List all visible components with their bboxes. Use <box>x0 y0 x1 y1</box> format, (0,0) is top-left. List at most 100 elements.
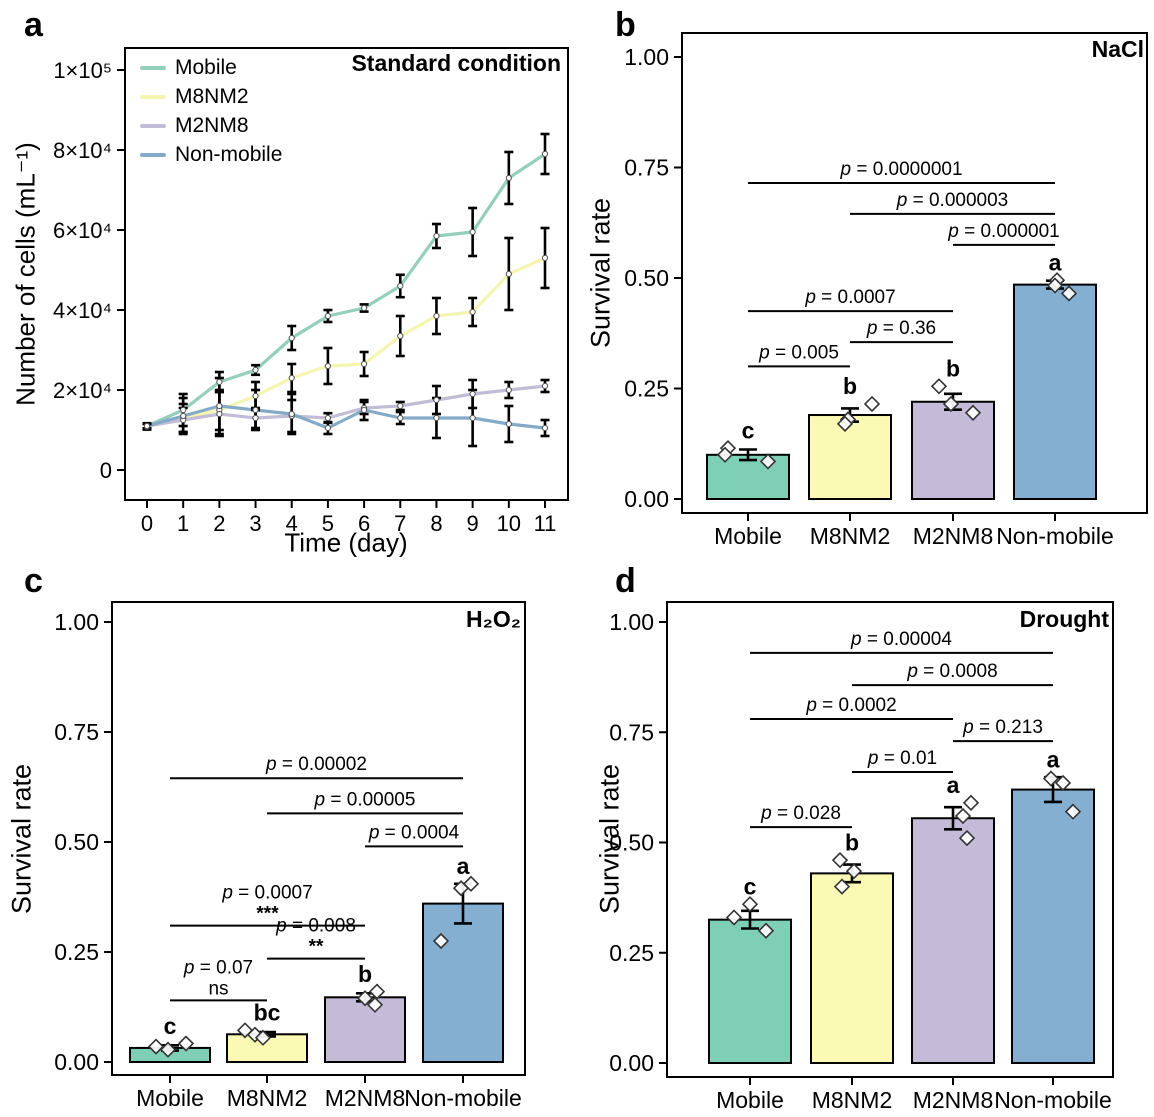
svg-text:0: 0 <box>100 458 112 483</box>
svg-text:0.50: 0.50 <box>609 830 654 856</box>
legend-label: Non-mobile <box>175 143 283 166</box>
svg-text:p = 0.213: p = 0.213 <box>962 717 1043 738</box>
axes: 0.00 0.25 0.50 0.75 1.00 Mobile M8NM2 M2NM8Non-… <box>54 601 526 1111</box>
svg-text:p = 0.0004: p = 0.0004 <box>368 822 460 843</box>
error-bars <box>142 132 550 448</box>
replicate-points <box>725 770 1082 939</box>
panel-b-y-axis-label: Survival rate <box>585 197 616 349</box>
panel-d-drought: 0.00 0.25 0.50 0.75 1.00 Mobile M8NM2 M2NM8 Non-… <box>577 558 1154 1117</box>
panel-b-nacl: 0.00 0.25 0.50 0.75 1.00 Mobile M8NM2 M2NM8 Non-… <box>577 0 1154 558</box>
replicate-points <box>716 272 1078 470</box>
svg-text:1×10⁵: 1×10⁵ <box>53 58 112 83</box>
m2nm8-line-swatch <box>140 124 166 128</box>
panel-a-x-axis-label: Time (day) <box>284 527 408 558</box>
svg-text:6×10⁴: 6×10⁴ <box>53 218 112 243</box>
svg-text:Mobile: Mobile <box>714 523 782 549</box>
svg-text:0.75: 0.75 <box>609 719 654 745</box>
svg-text:p = 0.07: p = 0.07 <box>183 957 253 978</box>
svg-text:0.25: 0.25 <box>624 376 669 402</box>
svg-text:8: 8 <box>430 511 442 536</box>
svg-text:4: 4 <box>286 511 298 536</box>
svg-text:***: *** <box>256 904 279 925</box>
panel-c-h2o2: 0.00 0.25 0.50 0.75 1.00 Mobile M8NM2 M2NM8 Non-… <box>0 558 577 1117</box>
svg-text:p = 0.0000001: p = 0.0000001 <box>839 159 962 180</box>
panel-letter-c: c <box>24 562 43 600</box>
mobile-line-swatch <box>140 66 166 70</box>
svg-text:p = 0.0007: p = 0.0007 <box>804 287 895 308</box>
svg-text:M8NM2: M8NM2 <box>812 1087 893 1113</box>
svg-text:1: 1 <box>177 511 189 536</box>
svg-text:0.00: 0.00 <box>624 486 669 512</box>
svg-text:1.00: 1.00 <box>624 44 669 70</box>
bars <box>706 283 1097 501</box>
svg-text:0.50: 0.50 <box>54 829 99 855</box>
bar-chart-h2o2: 0.00 0.25 0.50 0.75 1.00 Mobile M8NM2 M2NM8Non-… <box>54 601 526 1111</box>
svg-text:0.00: 0.00 <box>609 1050 654 1076</box>
svg-text:p = 0.01: p = 0.01 <box>867 748 937 769</box>
panel-d-condition-title: Drought <box>1019 606 1109 632</box>
svg-text:Mobile: Mobile <box>136 1085 204 1111</box>
panel-d-y-axis-label: Survival rate <box>594 763 625 915</box>
comparison-brackets: p = 0.07nsp = 0.008**p = 0.0007***p = 0.… <box>170 754 463 1002</box>
svg-text:p = 0.36: p = 0.36 <box>866 318 936 339</box>
data-point-markers <box>143 150 549 432</box>
panel-letter-b: b <box>615 6 636 44</box>
svg-text:Non-mobile: Non-mobile <box>994 1087 1112 1113</box>
non-mobile-line-swatch <box>140 153 166 157</box>
svg-text:p = 0.028: p = 0.028 <box>760 803 841 824</box>
legend-label: Mobile <box>175 56 237 79</box>
svg-text:0.50: 0.50 <box>624 265 669 291</box>
legend: Mobile M8NM2 M2NM8 Non-mobile <box>140 56 283 166</box>
svg-text:5: 5 <box>322 511 334 536</box>
svg-text:p = 0.0007: p = 0.0007 <box>221 883 312 904</box>
svg-text:7: 7 <box>394 511 406 536</box>
svg-text:6: 6 <box>358 511 370 536</box>
legend-item-m8nm2: M8NM2 <box>140 85 282 108</box>
svg-text:p = 0.00005: p = 0.00005 <box>314 789 416 810</box>
bar-chart-drought: 0.00 0.25 0.50 0.75 1.00 Mobile M8NM2 M2NM8 Non-… <box>609 601 1114 1113</box>
significance-letters: c bc b a <box>164 853 470 1039</box>
svg-text:c: c <box>164 1013 177 1039</box>
svg-text:10: 10 <box>497 511 521 536</box>
svg-text:p = 0.0002: p = 0.0002 <box>805 695 896 716</box>
svg-text:Non-mobile: Non-mobile <box>404 1085 522 1111</box>
svg-text:0.25: 0.25 <box>609 940 654 966</box>
svg-text:**: ** <box>309 937 324 958</box>
comparison-brackets: p = 0.028 p = 0.01 p = 0.213 p = 0.0002 p = … <box>750 629 1053 829</box>
svg-text:8×10⁴: 8×10⁴ <box>53 138 112 163</box>
bars <box>708 788 1095 1065</box>
svg-text:p = 0.0008: p = 0.0008 <box>906 661 997 682</box>
svg-text:bc: bc <box>254 1000 281 1026</box>
svg-text:3: 3 <box>249 511 261 536</box>
svg-text:M2NM8: M2NM8 <box>325 1085 406 1111</box>
panel-letter-a: a <box>24 6 43 44</box>
replicate-points <box>147 875 480 1058</box>
svg-text:b: b <box>843 373 857 399</box>
panel-a-y-axis-label: Number of cells (mL⁻¹) <box>10 142 41 406</box>
panel-a-standard-condition: 0 2×10⁴ 4×10⁴ 6×10⁴ 8×10⁴ 1×10⁵ 0 1 2 3 4 5 6 7 8 9 10 11… <box>0 0 577 558</box>
svg-text:2: 2 <box>213 511 225 536</box>
svg-text:p = 0.000001: p = 0.000001 <box>947 221 1059 242</box>
svg-text:0.00: 0.00 <box>54 1049 99 1075</box>
m8nm2-line-swatch <box>140 95 166 99</box>
comparison-brackets: p = 0.005 p = 0.36 p = 0.0007 p = 0.000001 p… <box>748 159 1060 368</box>
legend-item-non-mobile: Non-mobile <box>140 143 283 166</box>
panel-c-condition-title: H₂O₂ <box>466 606 521 632</box>
panel-a-condition-title: Standard condition <box>351 50 561 76</box>
svg-text:b: b <box>946 356 960 382</box>
svg-text:M2NM8: M2NM8 <box>913 523 994 549</box>
svg-text:Non-mobile: Non-mobile <box>996 523 1114 549</box>
svg-text:0.75: 0.75 <box>54 719 99 745</box>
svg-text:b: b <box>845 829 859 855</box>
svg-text:M8NM2: M8NM2 <box>810 523 891 549</box>
svg-text:a: a <box>947 772 960 798</box>
series-lines <box>146 152 546 430</box>
bars <box>129 902 504 1064</box>
svg-text:b: b <box>358 961 372 987</box>
significance-letters: c b b a <box>742 249 1062 443</box>
legend-item-mobile: Mobile <box>140 56 282 79</box>
significance-letters: c b a a <box>744 747 1060 900</box>
svg-text:0.75: 0.75 <box>624 155 669 181</box>
